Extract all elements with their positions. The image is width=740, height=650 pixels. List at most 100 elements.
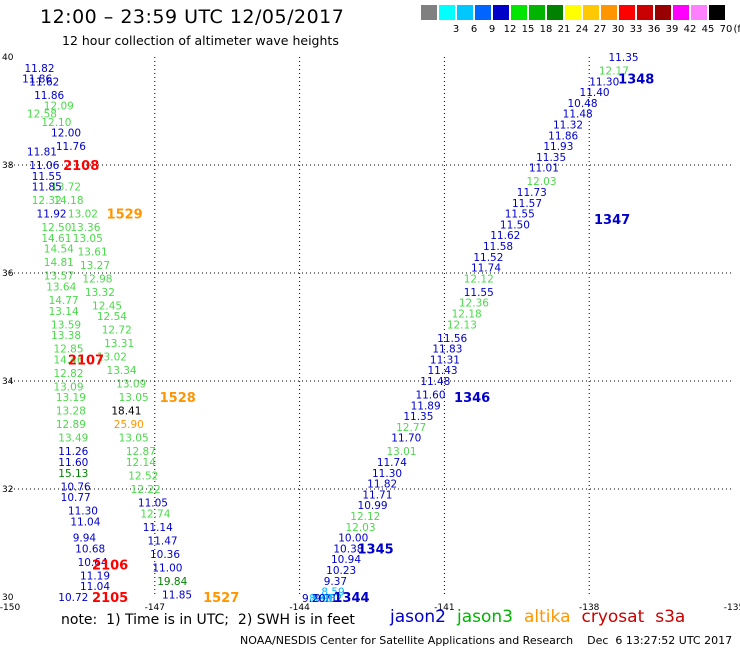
- wave-height-value: 13.05: [119, 433, 149, 445]
- x-tick-label: -147: [145, 603, 165, 613]
- wave-height-value: 13.09: [53, 381, 83, 393]
- wave-height-value: 12.36: [459, 298, 489, 310]
- wave-height-value: 13.19: [56, 392, 86, 404]
- legend-label: 36: [647, 24, 661, 35]
- wave-height-value: 11.47: [148, 535, 178, 547]
- wave-height-value: 14.77: [49, 295, 79, 307]
- wave-height-value: 14.18: [53, 195, 83, 207]
- wave-height-value: 12.45: [92, 300, 122, 312]
- wave-height-value: 11.89: [411, 400, 441, 412]
- wave-height-value: 11.56: [437, 333, 467, 345]
- wave-height-value: 12.72: [102, 325, 132, 337]
- y-tick-label: 34: [2, 377, 14, 387]
- x-tick-label: -150: [0, 603, 20, 613]
- wave-height-value: 11.14: [143, 522, 173, 534]
- wave-height-value: 13.27: [80, 260, 110, 272]
- wave-height-value: 11.26: [58, 446, 88, 458]
- legend-swatch: [583, 5, 599, 20]
- y-tick-label: 36: [2, 269, 14, 279]
- wave-height-value: 10.99: [358, 500, 388, 512]
- wave-height-value: 10.00: [338, 533, 368, 545]
- wave-height-value: 10.68: [75, 543, 105, 555]
- wave-height-value: 10.76: [61, 481, 91, 493]
- x-tick-label: -138: [579, 603, 600, 613]
- satellite-name: jason3: [457, 607, 513, 627]
- credit-line: NOAA/NESDIS Center for Satellite Applica…: [240, 634, 733, 647]
- legend-swatch: [601, 5, 617, 20]
- legend-swatch: [475, 5, 491, 20]
- wave-height-value: 13.59: [51, 319, 81, 331]
- wave-height-value: 14.61: [41, 233, 71, 245]
- wave-height-value: 10.48: [567, 98, 597, 110]
- legend-swatch: [619, 5, 635, 20]
- wave-height-value: 13.09: [116, 379, 146, 391]
- pass-time-label: 1347: [594, 213, 630, 228]
- chart-title: 12:00 – 23:59 UTC 12/05/2017: [40, 6, 345, 28]
- wave-height-value: 11.06: [29, 160, 59, 172]
- wave-height-value: 9.20: [302, 593, 325, 605]
- wave-height-value: 8.59: [321, 587, 344, 599]
- wave-height-value: 11.60: [58, 457, 88, 469]
- legend-swatch: [655, 5, 671, 20]
- wave-height-value: 10.77: [61, 492, 91, 504]
- x-tick-label: -144: [289, 603, 310, 613]
- wave-height-value: 13.34: [107, 365, 137, 377]
- wave-height-value: 12.54: [97, 311, 127, 323]
- wave-height-value: 10.72: [58, 592, 88, 604]
- wave-height-value: 11.48: [563, 109, 593, 121]
- wave-height-value: 9.37: [324, 576, 347, 588]
- legend-swatch: [691, 5, 707, 20]
- wave-height-value: 12.85: [53, 344, 83, 356]
- legend-label: 18: [539, 24, 553, 35]
- legend-swatch: [709, 5, 725, 20]
- satellite-name: cryosat: [581, 607, 645, 627]
- pass-labels: 2108 1529 2107 1528 2106 2105 1527 1348 1347 1346…: [63, 73, 654, 606]
- wave-height-value: 8.90: [312, 593, 335, 605]
- wave-height-value: 13.38: [51, 330, 81, 342]
- satellite-legend: jason2 jason3 altika cryosat s3a: [390, 607, 696, 627]
- legend-swatch: [421, 5, 437, 20]
- legend-label: 21: [557, 24, 571, 35]
- wave-height-value: 11.55: [505, 209, 535, 221]
- y-tick-label: 32: [2, 485, 13, 495]
- wave-height-value: 12.32: [32, 195, 62, 207]
- legend-label: 12: [503, 24, 517, 35]
- y-tick-label: 40: [2, 53, 14, 63]
- wave-height-value: 12.03: [345, 522, 375, 534]
- wave-height-value: 12.52: [128, 471, 158, 483]
- wave-height-value: 11.93: [543, 141, 573, 153]
- wave-height-value: 11.82: [24, 63, 54, 75]
- wave-height-value: 11.32: [553, 120, 583, 132]
- y-tick-label: 30: [2, 593, 14, 603]
- footnote: note: 1) Time is in UTC; 2) SWH is in fe…: [61, 612, 355, 628]
- wave-height-value: 11.82: [367, 479, 397, 491]
- pass-time-label: 1346: [454, 391, 490, 406]
- wave-height-value: 13.32: [85, 287, 115, 299]
- legend-label: 39: [665, 24, 679, 35]
- wave-height-value: 13.72: [51, 182, 81, 194]
- legend-swatch: [637, 5, 653, 20]
- wave-height-value: 11.40: [580, 87, 610, 99]
- wave-height-value: 11.31: [430, 354, 460, 366]
- wave-height-value: 13.64: [46, 282, 76, 294]
- wave-height-value: 12.77: [396, 422, 426, 434]
- wave-height-value: 11.04: [80, 581, 110, 593]
- pass-time-label: 1529: [107, 208, 143, 223]
- axis-ticks: -150 -147 -144 -141 -138 -135 40 38 36 34 32 30: [0, 53, 740, 613]
- wave-height-value: 8.82: [319, 593, 342, 605]
- wave-height-value: 11.43: [428, 365, 458, 377]
- wave-height-value: 11.35: [609, 52, 639, 64]
- wave-height-value: 11.60: [415, 390, 445, 402]
- wave-height-value: 12.13: [447, 319, 477, 331]
- wave-height-value: 10.94: [331, 554, 361, 566]
- x-tick-label: -141: [434, 603, 454, 613]
- wave-height-value: 11.57: [512, 198, 542, 210]
- legend-swatch: [565, 5, 581, 20]
- wave-height-value: 11.86: [548, 130, 578, 142]
- legend-swatch: [439, 5, 455, 20]
- legend-label: 6: [470, 24, 478, 35]
- wave-height-value: 13.14: [49, 306, 79, 318]
- wave-height-value: 11.04: [70, 516, 100, 528]
- wave-height-value: 12.17: [599, 66, 629, 78]
